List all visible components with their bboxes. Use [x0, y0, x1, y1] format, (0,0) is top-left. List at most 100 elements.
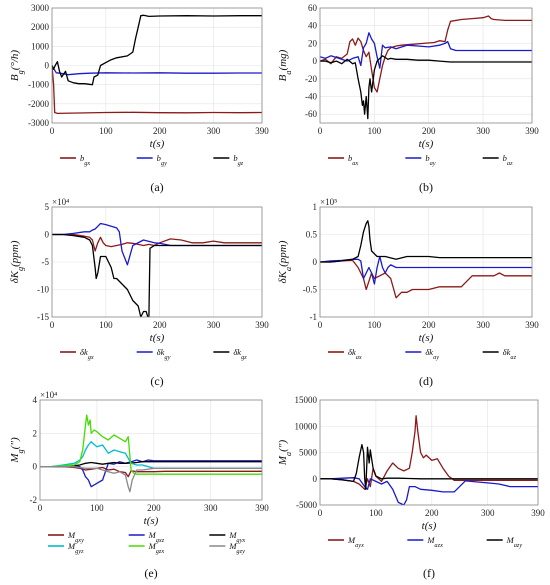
- x-tick-label: 200: [153, 320, 167, 330]
- legend-entry: bay: [425, 153, 435, 167]
- legend-entry: δkax: [348, 347, 362, 361]
- subfigure-caption: (d): [419, 374, 433, 388]
- y-tick-label: 60: [308, 3, 318, 13]
- x-tick-label: 0: [318, 126, 323, 136]
- chart-c: 0 100 200 300 390 -15 -10 -5 0 5 ×10⁴ t(s) δKg(ppm) δ…: [9, 197, 269, 388]
- plot-frame: [51, 206, 263, 318]
- plot-frame: [319, 206, 533, 318]
- x-tick-label: 390: [255, 320, 269, 330]
- x-tick-label: 200: [425, 508, 439, 518]
- y-tick-label: 5000: [299, 448, 318, 458]
- y-tick-label: -1000: [28, 80, 49, 90]
- series-line-f-1: [320, 477, 538, 505]
- x-tick-label: 300: [481, 508, 495, 518]
- chart-b: 0 100 200 300 390 -60 -40 -20 0 20 40 60 t(s) Ba(mg) b…: [277, 3, 539, 194]
- legend-entry: δkay: [425, 347, 439, 361]
- legend-entry: Mazy: [506, 535, 523, 549]
- legend-entry: δkgz: [233, 347, 247, 361]
- plot-frame: [319, 7, 533, 124]
- series-line-d-2: [320, 220, 532, 263]
- x-tick-label: 300: [204, 503, 218, 513]
- series-line-a-1: [52, 65, 262, 76]
- x-tick-label: 200: [422, 126, 436, 136]
- legend-entry: Mayx: [347, 535, 364, 549]
- x-tick-label: 200: [422, 320, 436, 330]
- y-axis-label: Mg("): [9, 437, 25, 464]
- x-tick-label: 390: [525, 320, 539, 330]
- series-line-e-2: [40, 461, 262, 468]
- x-tick-label: 300: [476, 320, 490, 330]
- y-tick-label: 0: [313, 257, 318, 267]
- y-tick-label: 1: [313, 202, 318, 212]
- y-tick-label: 2: [33, 428, 38, 438]
- y-tick-label: -3000: [28, 118, 49, 128]
- series-line-d-1: [320, 255, 532, 285]
- x-tick-label: 0: [50, 126, 55, 136]
- series-line-f-2: [320, 443, 538, 490]
- x-tick-label: 100: [90, 503, 104, 513]
- y-axis-label: δKg(ppm): [9, 240, 25, 283]
- x-tick-label: 0: [50, 320, 55, 330]
- y-tick-label: 0.5: [306, 230, 318, 240]
- series-line-b-1: [320, 32, 532, 69]
- y-exponent-label: ×10⁴: [40, 390, 57, 400]
- y-tick-label: -10: [37, 285, 49, 295]
- x-tick-label: 0: [38, 503, 43, 513]
- subfigure-caption: (c): [150, 374, 163, 388]
- legend-entry: Mgzx: [148, 541, 165, 555]
- y-axis-label: Bg(°/h): [9, 50, 25, 81]
- y-tick-label: 40: [308, 21, 318, 31]
- y-tick-label: 15000: [295, 395, 318, 405]
- x-tick-label: 390: [531, 508, 545, 518]
- x-axis-label: t(s): [419, 138, 434, 150]
- plot-frame: [51, 7, 263, 124]
- legend-entry: δkaz: [503, 347, 517, 361]
- series-line-d-0: [320, 259, 532, 299]
- y-axis-label: δKa(ppm): [277, 240, 293, 283]
- legend-entry: Mgxy: [67, 530, 84, 544]
- y-tick-label: -5000: [296, 500, 317, 510]
- subfigure-caption: (f): [423, 566, 435, 580]
- x-axis-label: t(s): [422, 520, 437, 532]
- y-exponent-label: ×10⁴: [52, 197, 69, 207]
- y-tick-label: -1: [310, 312, 318, 322]
- y-tick-label: 0: [45, 230, 50, 240]
- y-axis-label: Ma("): [277, 440, 293, 467]
- legend-entry: Mgyx: [228, 530, 245, 544]
- legend-entry: bgy: [157, 153, 167, 167]
- subfigure-caption: (e): [144, 566, 157, 580]
- x-tick-label: 200: [147, 503, 161, 513]
- y-tick-label: 3000: [31, 3, 50, 13]
- series-line-e-5: [40, 466, 262, 493]
- y-tick-label: 0: [313, 474, 318, 484]
- legend-entry: Mazx: [426, 535, 443, 549]
- x-tick-label: 390: [255, 126, 269, 136]
- x-axis-label: t(s): [419, 332, 434, 344]
- legend-entry: Mgxz: [148, 530, 165, 544]
- x-tick-label: 200: [153, 126, 167, 136]
- legend-entry: bgx: [80, 153, 90, 167]
- legend-entry: δkgx: [80, 347, 94, 361]
- subfigure-caption: (b): [419, 180, 433, 194]
- y-tick-label: 10000: [295, 421, 318, 431]
- subfigure-caption: (a): [150, 180, 163, 194]
- legend-entry: bgz: [233, 153, 243, 167]
- y-tick-label: -2000: [28, 99, 49, 109]
- y-tick-label: 0: [45, 61, 50, 71]
- series-line-c-2: [52, 233, 262, 317]
- x-tick-label: 0: [318, 508, 323, 518]
- x-tick-label: 300: [476, 126, 490, 136]
- x-tick-label: 390: [255, 503, 269, 513]
- series-line-e-0: [40, 466, 262, 478]
- series-line-b-2: [320, 55, 532, 120]
- y-tick-label: 1000: [31, 41, 50, 51]
- y-tick-label: -5: [42, 257, 50, 267]
- y-axis-label: Ba(mg): [277, 49, 293, 81]
- x-tick-label: 100: [99, 126, 113, 136]
- x-axis-label: t(s): [144, 515, 159, 527]
- x-axis-label: t(s): [150, 332, 165, 344]
- y-tick-label: -15: [37, 312, 49, 322]
- x-tick-label: 300: [207, 126, 221, 136]
